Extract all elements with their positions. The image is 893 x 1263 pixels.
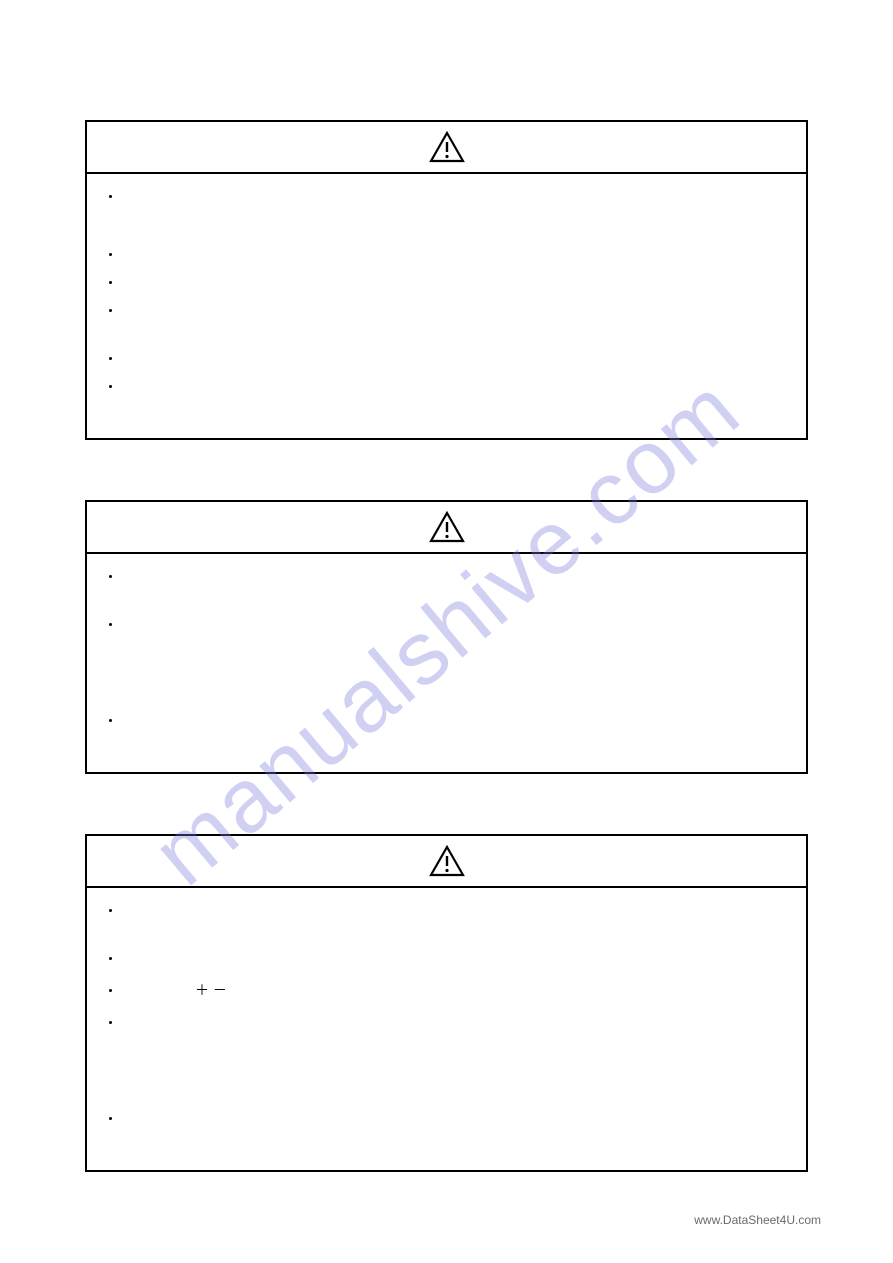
list-item (107, 300, 786, 344)
list-item (107, 614, 786, 706)
warning-triangle-icon (429, 511, 465, 543)
warning-triangle-icon (429, 131, 465, 163)
list-item (107, 348, 786, 372)
list-item (107, 710, 786, 754)
list-item: ＋ － (107, 980, 786, 1008)
list-item (107, 1012, 786, 1104)
warning-triangle-icon (429, 845, 465, 877)
warning-box-2 (85, 500, 808, 774)
warning-box-3: ＋ － (85, 834, 808, 1172)
list-item (107, 272, 786, 296)
warning-box-2-body (87, 554, 806, 772)
list-item (107, 948, 786, 976)
warning-box-2-bullets (107, 566, 786, 754)
warning-box-3-header (87, 836, 806, 888)
warning-box-1-header (87, 122, 806, 174)
list-item (107, 376, 786, 420)
warning-box-1-body (87, 174, 806, 438)
list-item (107, 186, 786, 240)
warning-box-1 (85, 120, 808, 440)
list-item (107, 566, 786, 610)
plus-minus-symbols: ＋ － (195, 980, 227, 1000)
list-item (107, 900, 786, 944)
warning-box-3-body: ＋ － (87, 888, 806, 1170)
list-item (107, 1108, 786, 1152)
footer-url: www.DataSheet4U.com (694, 1213, 821, 1227)
warning-box-3-bullets: ＋ － (107, 900, 786, 1152)
list-item (107, 244, 786, 268)
warning-box-2-header (87, 502, 806, 554)
warning-box-1-bullets (107, 186, 786, 420)
page-content: ＋ － (0, 0, 893, 1172)
